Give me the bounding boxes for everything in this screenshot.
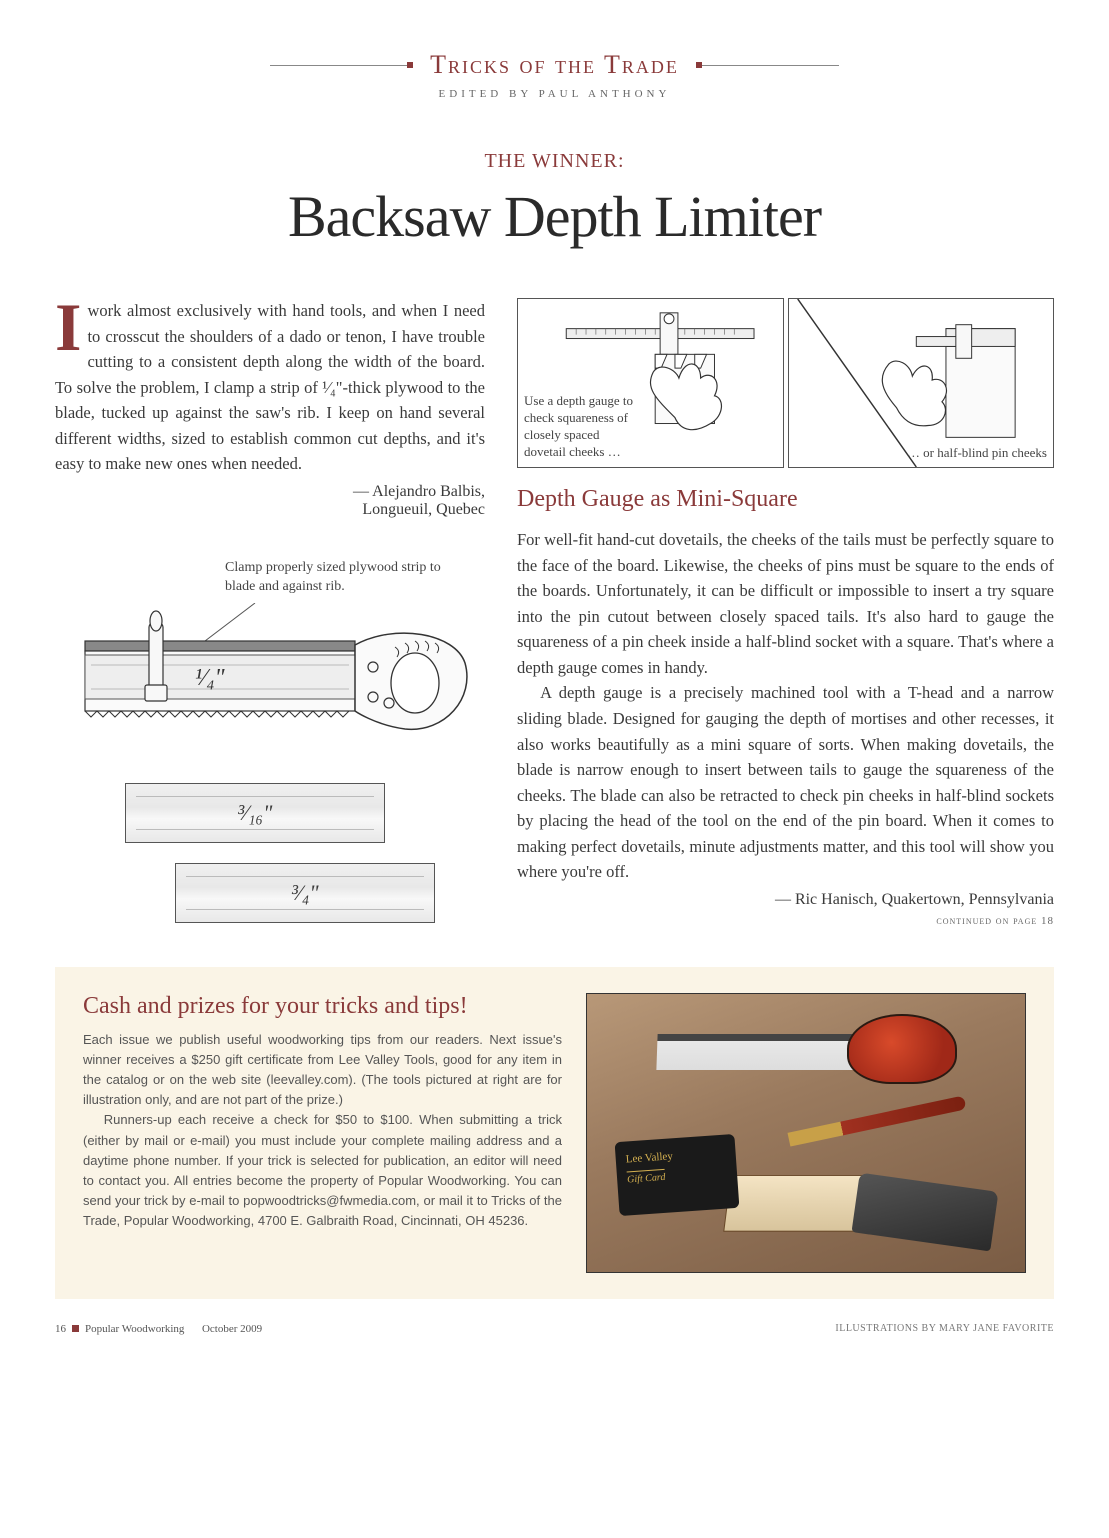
illus-panel-left: Use a depth gauge to check squareness of…: [517, 298, 784, 468]
winner-label: THE WINNER:: [55, 150, 1054, 173]
page-number: 16: [55, 1323, 66, 1335]
article-title: Backsaw Depth Limiter: [55, 183, 1054, 250]
lead-text: work almost exclusively with hand tools,…: [55, 301, 485, 473]
strip-label: ³⁄₁₆": [238, 800, 273, 826]
dropcap: I: [55, 302, 81, 353]
depth-gauge-illustration: Use a depth gauge to check squareness of…: [517, 298, 1054, 468]
issue-date: October 2009: [202, 1323, 262, 1335]
editor-byline: EDITED BY PAUL ANTHONY: [55, 88, 1054, 100]
section-header: Tricks of the Trade: [55, 50, 1054, 80]
section-title: Tricks of the Trade: [410, 50, 699, 80]
rule-left: [270, 65, 410, 66]
gift-card-brand: Lee Valley: [625, 1150, 673, 1165]
svg-text:¹⁄₄": ¹⁄₄": [195, 665, 226, 691]
promo-p1: Each issue we publish useful woodworking…: [83, 1030, 562, 1111]
promo-photo: Lee Valley Gift Card: [586, 993, 1026, 1273]
strip-sample: ³⁄₁₆": [125, 783, 385, 843]
continued-line: continued on page 18: [517, 915, 1054, 927]
tip-p1: For well-fit hand-cut dovetails, the che…: [517, 527, 1054, 680]
backsaw-illustration: Clamp properly sized plywood strip to bl…: [55, 559, 485, 923]
backsaw-svg: ¹⁄₄": [55, 603, 485, 763]
illustration-credit: ILLUSTRATIONS BY MARY JANE FAVORITE: [835, 1323, 1054, 1335]
photo-plane: [723, 1175, 871, 1232]
strip-sample: ³⁄₄": [175, 863, 435, 923]
illus-panel-right: … or half-blind pin cheeks: [788, 298, 1055, 468]
footer-left: 16 Popular Woodworking October 2009: [55, 1323, 262, 1335]
author-name: — Alejandro Balbis,: [353, 483, 485, 500]
illus-caption-right: … or half-blind pin cheeks: [907, 445, 1047, 461]
lead-paragraph: I work almost exclusively with hand tool…: [55, 298, 485, 477]
photo-gift-card: Lee Valley Gift Card: [615, 1134, 740, 1216]
promo-text: Each issue we publish useful woodworking…: [83, 1030, 562, 1231]
illus-caption-left: Use a depth gauge to check squareness of…: [524, 393, 634, 461]
tip-body: For well-fit hand-cut dovetails, the che…: [517, 527, 1054, 885]
gift-card-sub: Gift Card: [627, 1169, 666, 1186]
tip-p2: A depth gauge is a precisely machined to…: [517, 680, 1054, 885]
author-location: Longueuil, Quebec: [362, 501, 485, 518]
author-byline: — Alejandro Balbis, Longueuil, Quebec: [55, 483, 485, 519]
page-footer: 16 Popular Woodworking October 2009 ILLU…: [55, 1323, 1054, 1335]
strip-label: ³⁄₄": [291, 880, 318, 906]
rule-right: [699, 65, 839, 66]
photo-awl: [788, 1095, 967, 1146]
magazine-name: Popular Woodworking: [85, 1323, 184, 1335]
photo-block-plane: [852, 1172, 999, 1251]
promo-box: Cash and prizes for your tricks and tips…: [55, 967, 1054, 1299]
tip-heading: Depth Gauge as Mini-Square: [517, 486, 1054, 513]
promo-heading: Cash and prizes for your tricks and tips…: [83, 993, 562, 1020]
tip-byline: — Ric Hanisch, Quakertown, Pennsylvania: [517, 891, 1054, 909]
photo-saw: [657, 1014, 957, 1084]
strip-samples: ³⁄₁₆" ³⁄₄": [55, 783, 485, 923]
footer-square-icon: [72, 1325, 79, 1332]
illustration-caption: Clamp properly sized plywood strip to bl…: [225, 559, 445, 597]
promo-p2: Runners-up each receive a check for $50 …: [83, 1110, 562, 1231]
